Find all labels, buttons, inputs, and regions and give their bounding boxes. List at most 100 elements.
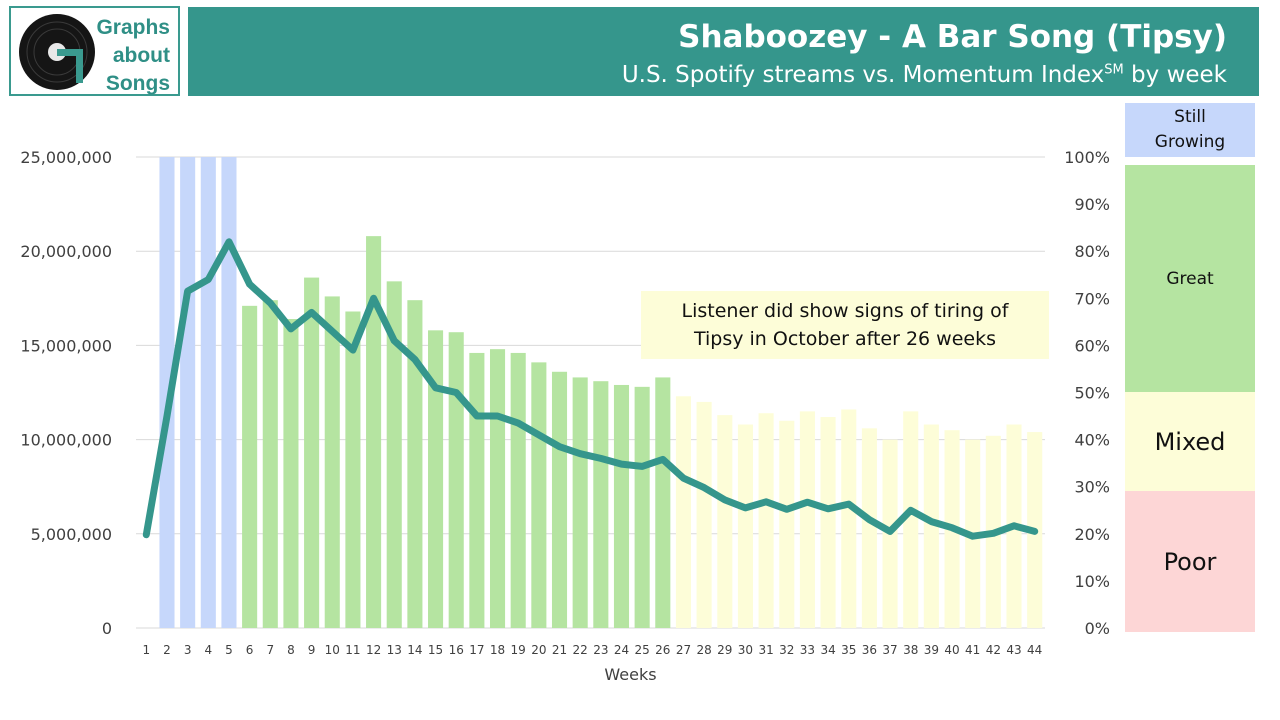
momentum-point-week-6 bbox=[248, 282, 252, 286]
y-axis-left-tick-label: 5,000,000 bbox=[31, 525, 112, 544]
bar-week-34 bbox=[820, 416, 836, 628]
y-axis-right-tick-label: 70% bbox=[1074, 289, 1110, 308]
momentum-point-week-44 bbox=[1033, 529, 1037, 533]
bar-week-28 bbox=[696, 401, 712, 628]
bar-week-13 bbox=[386, 281, 402, 628]
bar-week-35 bbox=[841, 409, 857, 628]
bar-week-16 bbox=[448, 332, 464, 628]
legend-great-label: Great bbox=[1166, 268, 1214, 289]
momentum-point-week-37 bbox=[888, 529, 892, 533]
x-axis-tick-label: 35 bbox=[841, 643, 856, 657]
momentum-point-week-29 bbox=[723, 498, 727, 502]
momentum-point-week-19 bbox=[516, 421, 520, 425]
momentum-point-week-12 bbox=[372, 296, 376, 300]
x-axis-tick-label: 43 bbox=[1006, 643, 1021, 657]
momentum-point-week-17 bbox=[475, 414, 479, 418]
x-axis-tick-label: 14 bbox=[407, 643, 422, 657]
bar-week-5 bbox=[221, 157, 237, 628]
x-axis-tick-label: 38 bbox=[903, 643, 918, 657]
bar-week-32 bbox=[779, 420, 795, 628]
x-axis-tick-label: 19 bbox=[511, 643, 526, 657]
x-axis-label: Weeks bbox=[604, 665, 656, 684]
x-axis-tick-label: 16 bbox=[449, 643, 464, 657]
bar-week-6 bbox=[242, 305, 258, 628]
y-axis-right-tick-label: 10% bbox=[1074, 572, 1110, 591]
bar-week-29 bbox=[717, 415, 733, 628]
bar-week-12 bbox=[366, 236, 382, 629]
x-axis-tick-label: 1 bbox=[143, 643, 151, 657]
logo-line-2: about bbox=[112, 44, 170, 67]
x-axis-tick-label: 20 bbox=[531, 643, 546, 657]
bar-week-4 bbox=[200, 157, 216, 628]
momentum-point-week-8 bbox=[289, 327, 293, 331]
bar-week-33 bbox=[799, 411, 815, 628]
bar-week-25 bbox=[634, 386, 650, 628]
x-axis-tick-label: 21 bbox=[552, 643, 567, 657]
momentum-point-week-41 bbox=[971, 534, 975, 538]
bar-week-38 bbox=[903, 411, 919, 628]
x-axis-tick-label: 32 bbox=[779, 643, 794, 657]
x-axis-tick-label: 18 bbox=[490, 643, 505, 657]
momentum-point-week-35 bbox=[847, 502, 851, 506]
momentum-point-week-2 bbox=[165, 414, 169, 418]
subtitle-superscript: SM bbox=[1104, 62, 1124, 78]
momentum-point-week-7 bbox=[268, 301, 272, 305]
momentum-point-week-32 bbox=[785, 507, 789, 511]
momentum-point-week-26 bbox=[661, 457, 665, 461]
y-axis-left-tick-label: 0 bbox=[102, 619, 112, 638]
bar-week-30 bbox=[737, 424, 753, 628]
x-axis-tick-label: 25 bbox=[635, 643, 650, 657]
x-axis-tick-label: 30 bbox=[738, 643, 753, 657]
x-axis-tick-label: 15 bbox=[428, 643, 443, 657]
momentum-point-week-34 bbox=[826, 507, 830, 511]
momentum-point-week-14 bbox=[413, 358, 417, 362]
x-axis-tick-label: 4 bbox=[204, 643, 212, 657]
y-axis-right-tick-label: 80% bbox=[1074, 242, 1110, 261]
legend-poor: Poor bbox=[1125, 491, 1255, 632]
x-axis-tick-label: 5 bbox=[225, 643, 233, 657]
callout-line-1: Listener did show signs of tiring of bbox=[681, 300, 1009, 322]
momentum-index-line bbox=[142, 238, 1039, 540]
x-axis-tick-label: 44 bbox=[1027, 643, 1042, 657]
momentum-point-week-24 bbox=[619, 462, 623, 466]
x-axis-tick-label: 22 bbox=[573, 643, 588, 657]
x-axis-tick-label: 12 bbox=[366, 643, 381, 657]
x-axis-tick-label: 37 bbox=[882, 643, 897, 657]
momentum-point-week-36 bbox=[867, 518, 871, 522]
y-axis-right-tick-label: 30% bbox=[1074, 478, 1110, 497]
bar-week-8 bbox=[283, 319, 299, 628]
momentum-point-week-9 bbox=[310, 310, 314, 314]
momentum-point-week-11 bbox=[351, 348, 355, 352]
momentum-point-week-30 bbox=[743, 506, 747, 510]
momentum-point-week-15 bbox=[434, 386, 438, 390]
bar-week-14 bbox=[407, 300, 423, 628]
logo-line-3: Songs bbox=[105, 72, 170, 95]
legend-still-growing: Still Growing bbox=[1125, 103, 1255, 157]
momentum-point-week-31 bbox=[764, 500, 768, 504]
x-axis-tick-label: 26 bbox=[655, 643, 670, 657]
momentum-point-week-4 bbox=[206, 277, 210, 281]
y-axis-right-tick-label: 0% bbox=[1085, 619, 1110, 638]
bar-week-11 bbox=[345, 311, 361, 628]
momentum-point-week-18 bbox=[496, 414, 500, 418]
momentum-point-week-33 bbox=[805, 500, 809, 504]
bar-week-3 bbox=[180, 157, 196, 628]
momentum-point-week-16 bbox=[454, 391, 458, 394]
x-axis-tick-label: 40 bbox=[944, 643, 959, 657]
title-banner: Shaboozey - A Bar Song (Tipsy) U.S. Spot… bbox=[188, 7, 1259, 96]
x-axis-tick-label: 3 bbox=[184, 643, 192, 657]
x-axis-tick-label: 9 bbox=[308, 643, 316, 657]
annotation-callout: Listener did show signs of tiring of Tip… bbox=[641, 291, 1049, 359]
bar-week-26 bbox=[655, 377, 671, 628]
y-axis-right-tick-label: 90% bbox=[1074, 195, 1110, 214]
subtitle-text: U.S. Spotify streams vs. Momentum Index bbox=[621, 62, 1105, 88]
x-axis-tick-label: 10 bbox=[325, 643, 340, 657]
legend-mixed-label: Mixed bbox=[1154, 427, 1226, 456]
x-axis-tick-label: 27 bbox=[676, 643, 691, 657]
x-axis-tick-label: 39 bbox=[924, 643, 939, 657]
chart-subtitle: U.S. Spotify streams vs. Momentum IndexS… bbox=[622, 62, 1227, 88]
y-axis-right-tick-label: 50% bbox=[1074, 384, 1110, 403]
y-axis-right-tick-label: 100% bbox=[1064, 148, 1110, 167]
bar-week-17 bbox=[469, 352, 485, 628]
momentum-point-week-21 bbox=[558, 445, 562, 449]
